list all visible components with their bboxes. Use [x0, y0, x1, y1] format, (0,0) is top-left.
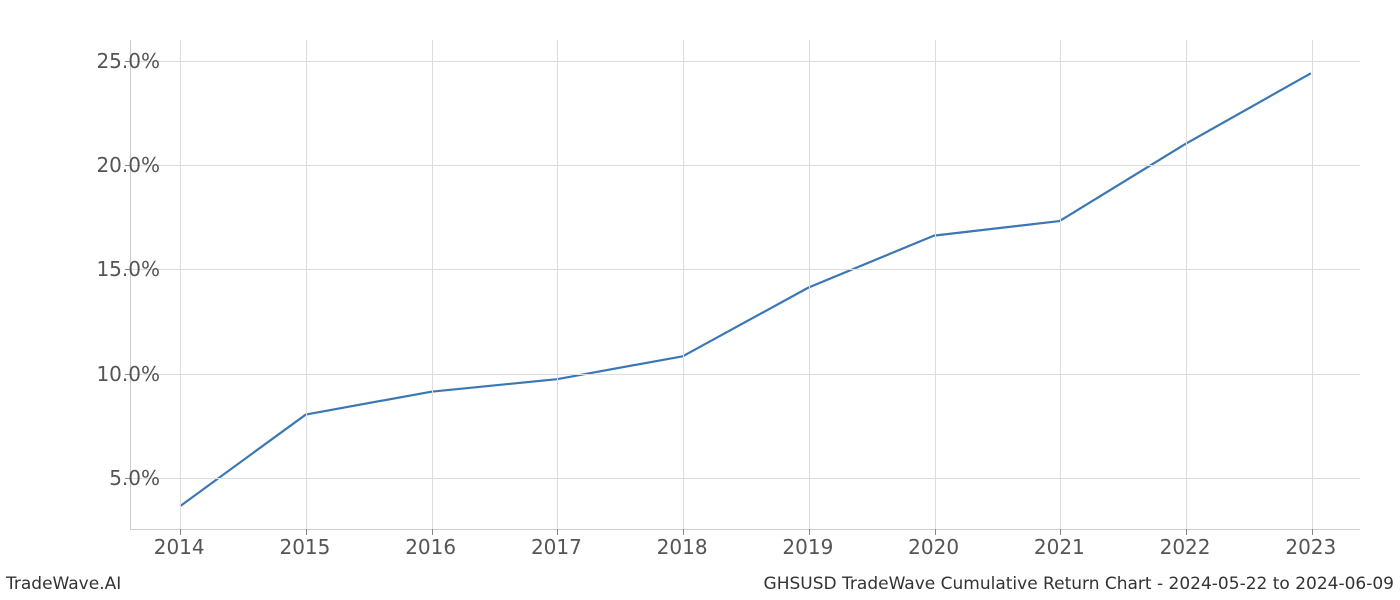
plot-area	[130, 40, 1360, 530]
x-axis-tick-label: 2022	[1145, 535, 1225, 559]
y-axis-tick-label: 20.0%	[60, 153, 160, 177]
grid-line-vertical	[1060, 40, 1061, 529]
x-axis-tick-label: 2021	[1019, 535, 1099, 559]
x-axis-tick-label: 2017	[516, 535, 596, 559]
x-axis-tick-label: 2018	[642, 535, 722, 559]
grid-line-horizontal	[131, 478, 1360, 479]
x-axis-tick-label: 2019	[768, 535, 848, 559]
y-axis-tick-label: 15.0%	[60, 257, 160, 281]
y-axis-tick-label: 25.0%	[60, 49, 160, 73]
grid-line-vertical	[180, 40, 181, 529]
footer-right-text: GHSUSD TradeWave Cumulative Return Chart…	[764, 574, 1394, 594]
grid-line-vertical	[1186, 40, 1187, 529]
grid-line-horizontal	[131, 374, 1360, 375]
grid-line-vertical	[1312, 40, 1313, 529]
grid-line-vertical	[306, 40, 307, 529]
grid-line-vertical	[683, 40, 684, 529]
x-axis-tick-label: 2020	[894, 535, 974, 559]
x-axis-tick-label: 2015	[265, 535, 345, 559]
grid-line-vertical	[809, 40, 810, 529]
grid-line-vertical	[557, 40, 558, 529]
chart-container	[130, 40, 1360, 530]
line-chart-svg	[131, 40, 1360, 529]
grid-line-horizontal	[131, 165, 1360, 166]
y-axis-tick-label: 10.0%	[60, 362, 160, 386]
x-axis-tick-label: 2014	[139, 535, 219, 559]
grid-line-horizontal	[131, 61, 1360, 62]
x-axis-tick-label: 2023	[1271, 535, 1351, 559]
y-axis-tick-label: 5.0%	[60, 466, 160, 490]
footer-left-text: TradeWave.AI	[6, 574, 121, 594]
return-line-series	[180, 73, 1311, 506]
grid-line-vertical	[935, 40, 936, 529]
grid-line-horizontal	[131, 269, 1360, 270]
x-axis-tick-label: 2016	[391, 535, 471, 559]
grid-line-vertical	[432, 40, 433, 529]
